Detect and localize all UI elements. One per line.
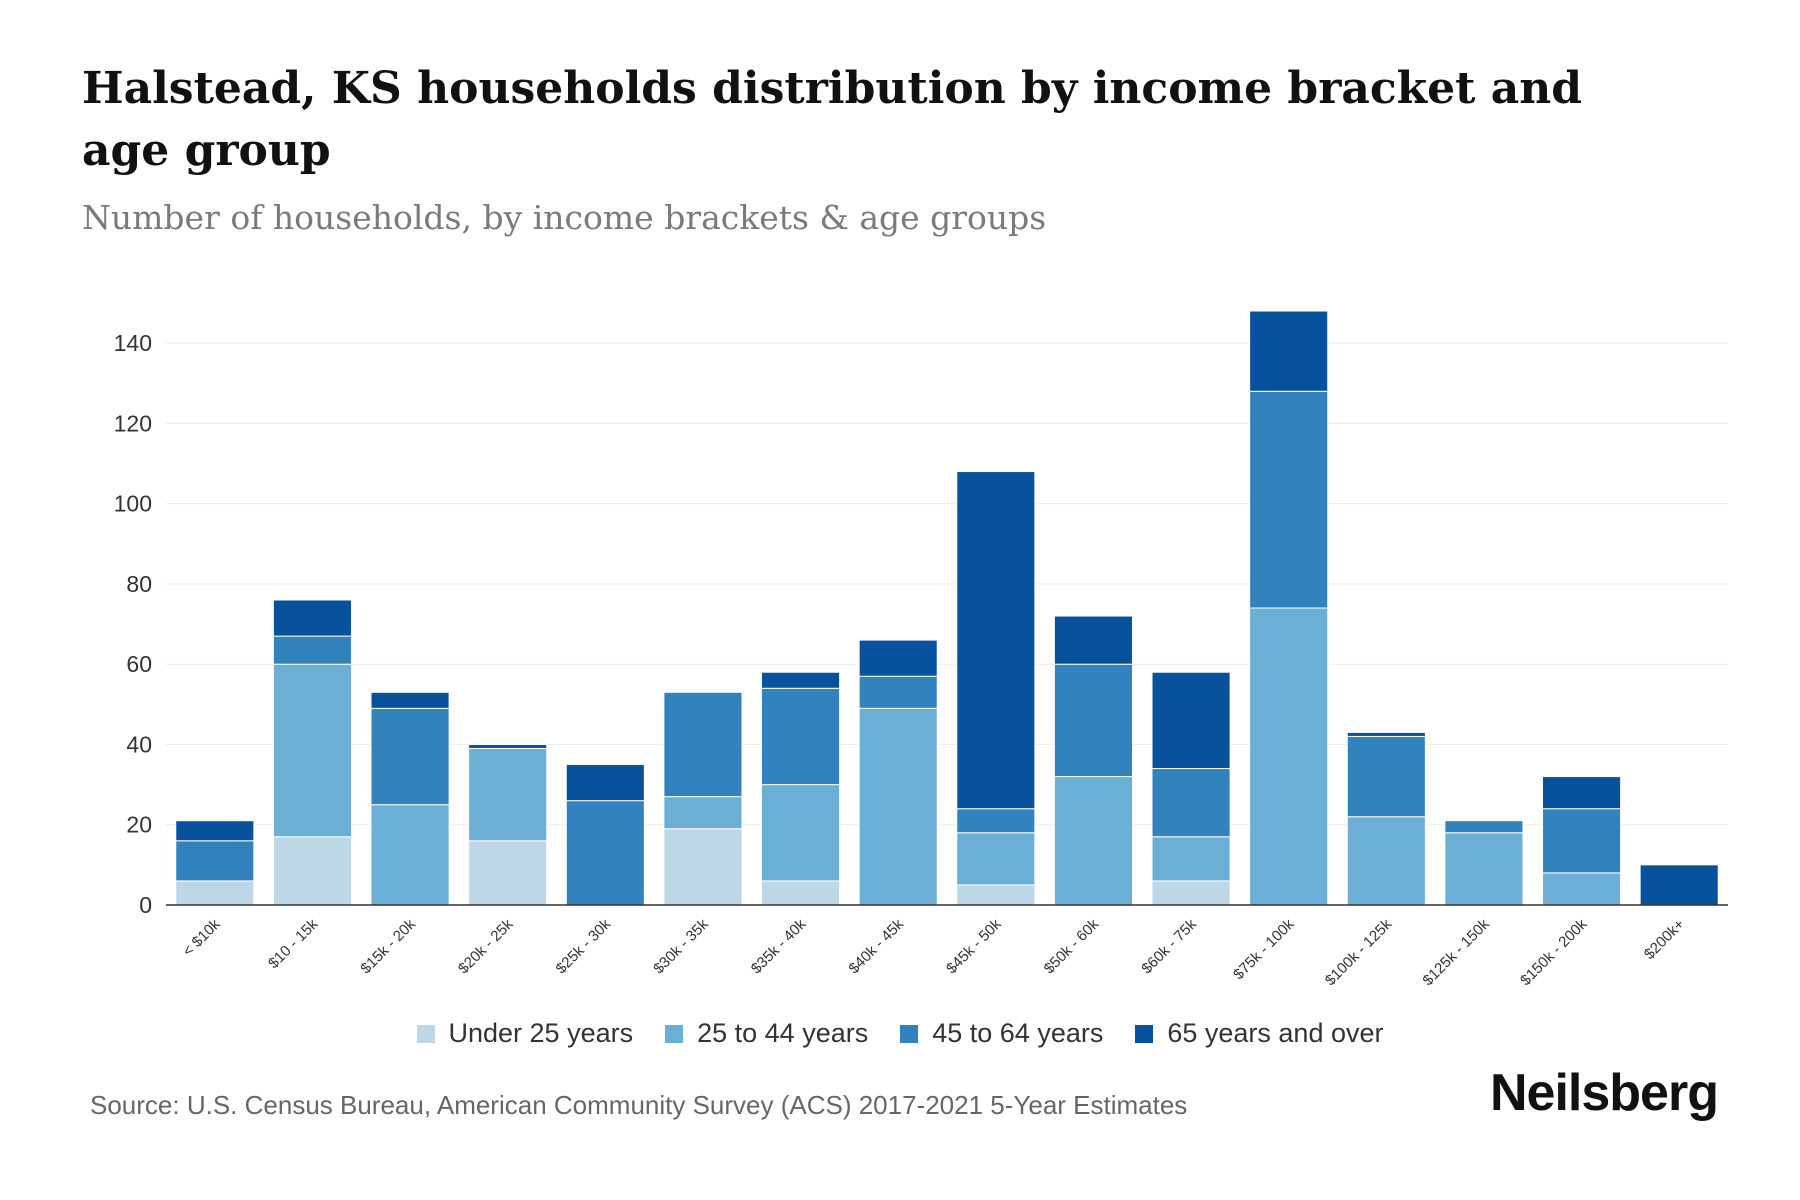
bar-segment xyxy=(272,599,352,637)
y-tick-label: 140 xyxy=(114,330,152,356)
bar-segment xyxy=(956,471,1036,810)
bar-segment xyxy=(858,639,938,677)
bar-segment xyxy=(956,808,1036,834)
bar-segment xyxy=(761,784,841,882)
bar-segment xyxy=(370,691,450,709)
x-tick-label: $60k - 75k xyxy=(1138,915,1200,977)
bar-segment xyxy=(1249,390,1329,609)
x-tick-label: $15k - 20k xyxy=(357,915,419,977)
bar-segment xyxy=(1542,776,1622,810)
bar-segment xyxy=(1053,776,1133,906)
legend-swatch xyxy=(416,1024,435,1043)
bar-segment xyxy=(1151,768,1231,838)
bar-segment xyxy=(1151,880,1231,906)
chart-legend: Under 25 years 25 to 44 years 45 to 64 yea… xyxy=(0,1018,1800,1049)
y-tick-label: 100 xyxy=(114,491,152,517)
bar-segment xyxy=(1346,735,1426,818)
bar-segment xyxy=(1444,820,1524,834)
source-note: Source: U.S. Census Bureau, American Com… xyxy=(90,1090,1188,1120)
bar-segment xyxy=(1444,832,1524,906)
bar-segment xyxy=(468,747,548,842)
x-tick-label: $30k - 35k xyxy=(650,915,712,977)
legend-label: 65 years and over xyxy=(1167,1018,1384,1048)
bar-segment xyxy=(1639,864,1719,906)
bar-segment xyxy=(956,884,1036,906)
bar-segment xyxy=(1542,808,1622,874)
x-tick-label: $50k - 60k xyxy=(1041,915,1103,977)
x-tick-label: $40k - 45k xyxy=(845,915,907,977)
chart-title: Halstead, KS households distribution by … xyxy=(82,63,1583,176)
legend-label: 45 to 64 years xyxy=(932,1018,1104,1048)
bar-segment xyxy=(272,663,352,838)
x-tick-label: $75k - 100k xyxy=(1230,915,1298,983)
bar-segment xyxy=(175,840,255,882)
x-tick-label: $200k+ xyxy=(1641,916,1688,963)
bar-segment xyxy=(1542,872,1622,906)
legend-label: Under 25 years xyxy=(448,1018,634,1048)
bar-segment xyxy=(761,671,841,689)
x-tick-label: $25k - 30k xyxy=(553,915,615,977)
bar-segment xyxy=(1346,816,1426,906)
y-tick-label: 40 xyxy=(126,731,152,757)
bar-segment xyxy=(175,820,255,842)
x-tick-label: $150k - 200k xyxy=(1517,915,1591,989)
bar-segment xyxy=(565,764,645,802)
legend-item: 25 to 44 years xyxy=(665,1018,868,1049)
x-tick-label: $100k - 125k xyxy=(1322,915,1396,989)
bar-segment xyxy=(1249,310,1329,392)
y-tick-label: 20 xyxy=(126,812,152,838)
y-tick-label: 60 xyxy=(126,651,152,677)
y-tick-label: 80 xyxy=(126,571,152,597)
bar-segment xyxy=(663,796,743,830)
legend-item: 45 to 64 years xyxy=(900,1018,1103,1049)
stacked-bar-chart: 0 20 40 60 80 100 120 140 < $10k $10 - 15k $15k - … xyxy=(114,310,1728,989)
bars xyxy=(175,310,1719,906)
bar-segment xyxy=(468,840,548,906)
bar-segment xyxy=(370,804,450,906)
bar-segment xyxy=(858,675,938,709)
legend-item: Under 25 years xyxy=(416,1018,634,1049)
bar-segment xyxy=(858,707,938,906)
bar-segment xyxy=(1053,615,1133,665)
bar-segment xyxy=(175,880,255,906)
bar-segment xyxy=(761,880,841,906)
y-tick-label: 0 xyxy=(139,892,152,918)
bar-segment xyxy=(663,828,743,906)
bar-segment xyxy=(1151,671,1231,770)
legend-swatch xyxy=(900,1024,919,1043)
x-tick-label: $45k - 50k xyxy=(943,915,1005,977)
bar-segment xyxy=(272,635,352,665)
bar-segment xyxy=(565,800,645,906)
legend-swatch xyxy=(665,1024,684,1043)
x-tick-label: $125k - 150k xyxy=(1419,915,1493,989)
legend-swatch xyxy=(1135,1024,1154,1043)
x-tick-label: $10 - 15k xyxy=(265,915,322,972)
y-tick-label: 120 xyxy=(114,410,152,436)
bar-segment xyxy=(370,707,450,806)
x-tick-label: < $10k xyxy=(179,915,224,960)
bar-segment xyxy=(956,832,1036,886)
bar-segment xyxy=(1249,607,1329,906)
bar-segment xyxy=(761,687,841,786)
bar-segment xyxy=(272,836,352,906)
bar-segment xyxy=(663,691,743,798)
chart-subtitle: Number of households, by income brackets… xyxy=(82,198,1047,237)
x-tick-label: $35k - 40k xyxy=(748,915,810,977)
bar-segment xyxy=(1346,731,1426,737)
bar-segment xyxy=(468,743,548,749)
x-tick-label: $20k - 25k xyxy=(455,915,517,977)
bar-segment xyxy=(1053,663,1133,778)
bar-segment xyxy=(1151,836,1231,882)
neilsberg-logo: Neilsberg xyxy=(1490,1064,1719,1122)
legend-label: 25 to 44 years xyxy=(697,1018,869,1048)
legend-item: 65 years and over xyxy=(1135,1018,1384,1049)
